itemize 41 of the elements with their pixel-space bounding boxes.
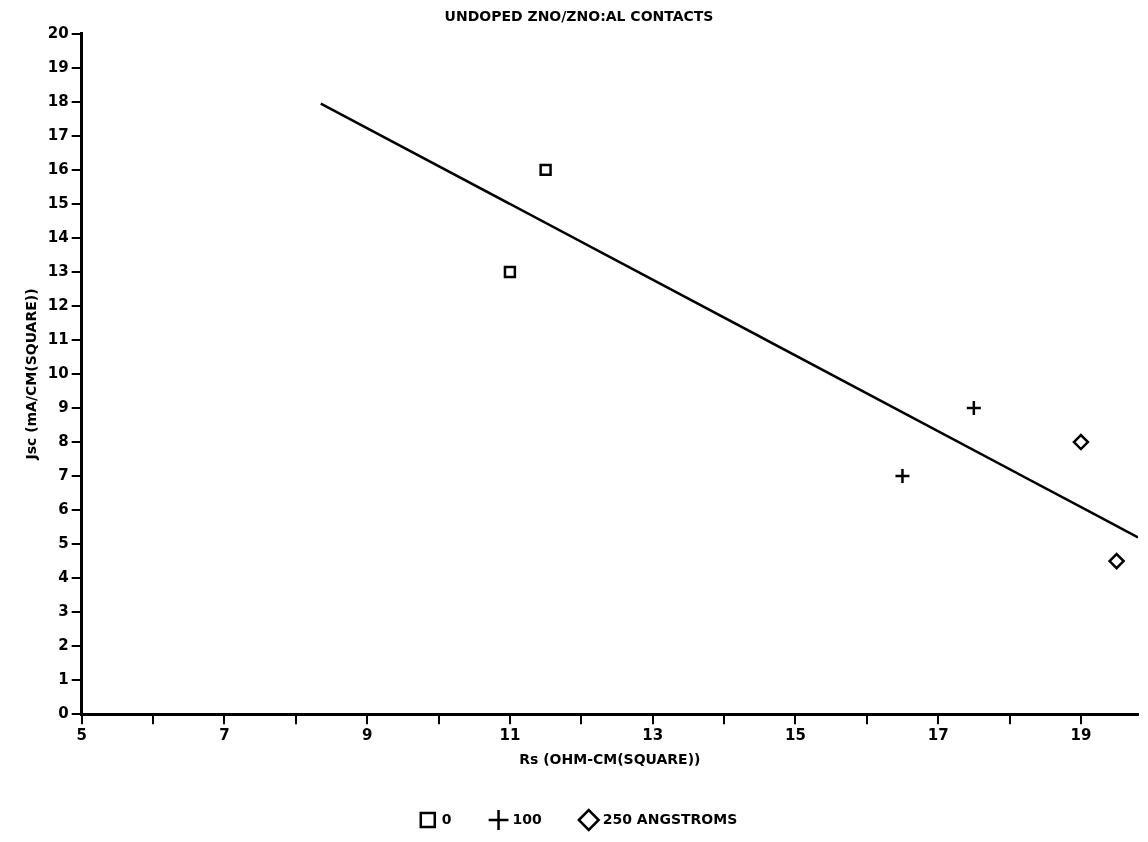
point xyxy=(503,265,517,279)
y-tick-label: 0 xyxy=(58,704,69,723)
y-tick-label: 19 xyxy=(47,57,69,76)
y-tick-label: 20 xyxy=(47,23,69,42)
y-tick-label: 3 xyxy=(58,602,69,621)
y-tick-label: 18 xyxy=(47,91,69,110)
y-tick-label: 10 xyxy=(47,363,69,382)
x-tick-label: 15 xyxy=(784,726,806,745)
point xyxy=(539,163,552,177)
y-tick-label: 1 xyxy=(58,670,69,689)
legend-label: 100 xyxy=(512,810,543,827)
y-tick-label: 8 xyxy=(58,431,69,450)
x-tick-label: 17 xyxy=(927,726,949,745)
x-tick-label: 9 xyxy=(361,726,373,745)
y-tick-label: 2 xyxy=(58,636,69,655)
y-tick-label: 6 xyxy=(58,499,69,518)
y-tick-label: 14 xyxy=(47,227,69,246)
x-tick-label: 13 xyxy=(642,726,664,745)
x-tick-label: 5 xyxy=(76,726,87,745)
legend-label: 0 xyxy=(441,810,452,827)
y-tick-label: 5 xyxy=(58,533,69,552)
x-tick-label: 11 xyxy=(499,726,521,745)
y-tick-label: 7 xyxy=(58,465,69,484)
y-tick-label: 11 xyxy=(47,329,69,348)
legend-label: 250 ANGSTROMS xyxy=(602,810,738,827)
point xyxy=(965,399,983,417)
y-tick-label: 13 xyxy=(47,261,69,280)
y-tick-label: 17 xyxy=(47,125,69,144)
x-axis-title: Rs (OHM-CM(SQUARE)) xyxy=(519,751,701,768)
y-axis-title: Jsc (mA/CM(SQUARE)) xyxy=(23,288,40,461)
y-tick-label: 9 xyxy=(58,397,69,416)
y-tick-label: 12 xyxy=(47,295,69,314)
x-tick-label: 7 xyxy=(219,726,230,745)
x-tick-label: 19 xyxy=(1070,726,1092,745)
chart-title: UNDOPED ZNO/ZNO:AL CONTACTS xyxy=(444,8,714,25)
y-tick-label: 15 xyxy=(47,193,69,212)
y-tick-label: 4 xyxy=(58,568,69,587)
point xyxy=(894,467,911,485)
point xyxy=(1072,433,1090,451)
y-tick-label: 16 xyxy=(47,159,69,178)
point xyxy=(1108,552,1125,570)
